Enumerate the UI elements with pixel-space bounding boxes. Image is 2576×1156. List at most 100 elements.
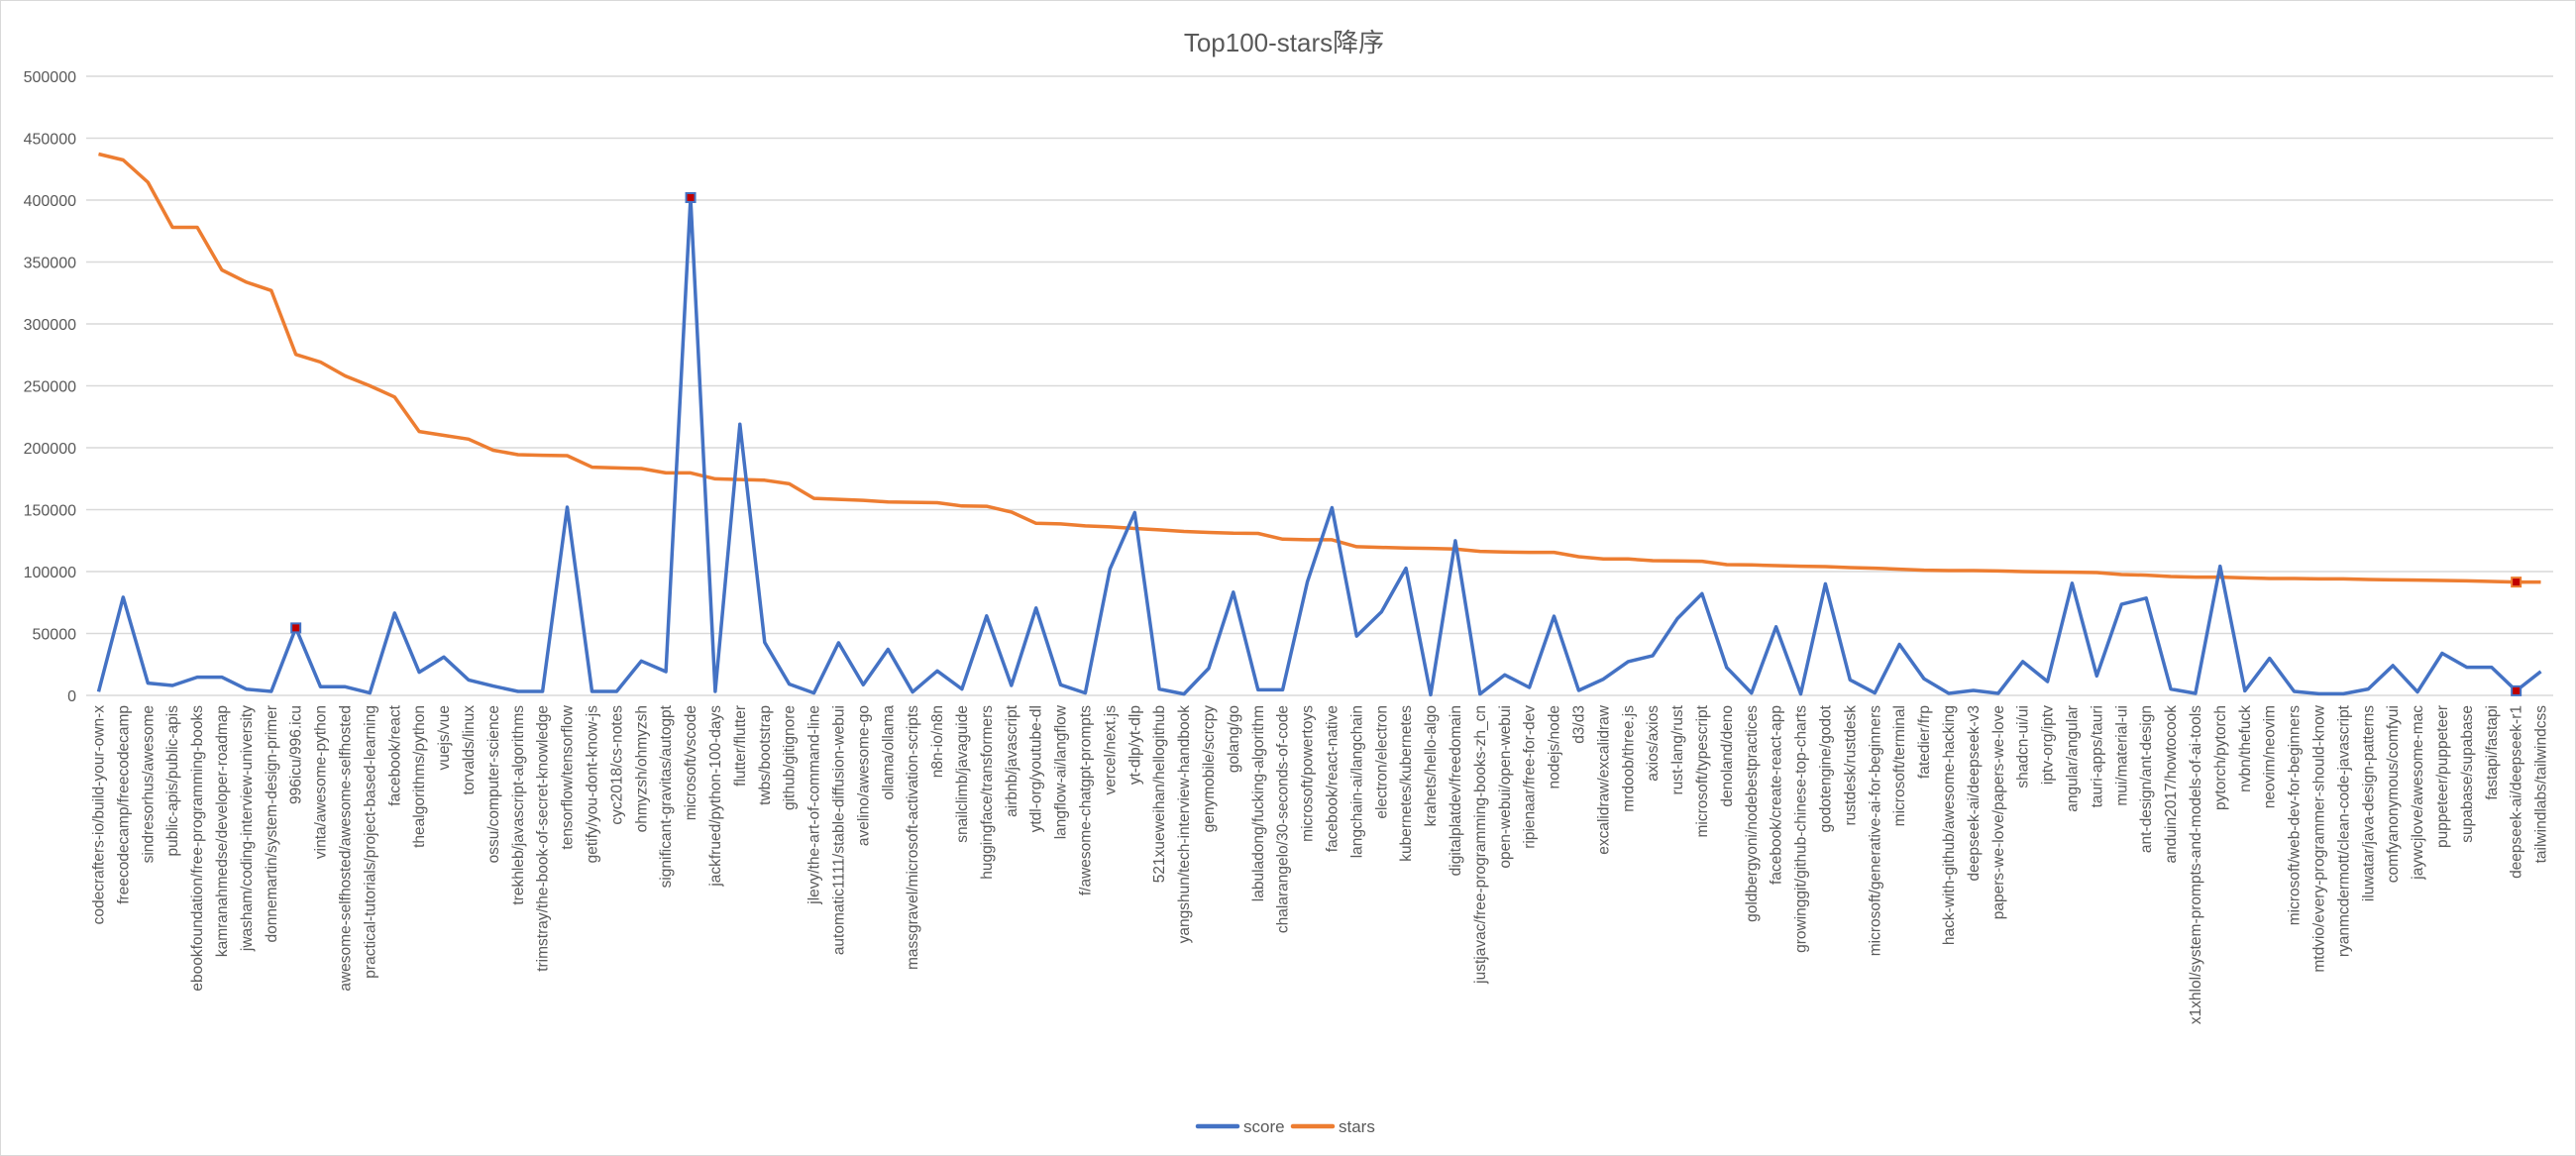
- series-lines: [96, 152, 2542, 697]
- y-tick-label: 300000: [24, 317, 76, 334]
- y-tick-label: 350000: [24, 256, 76, 272]
- x-tick-label: ollama/ollama: [880, 705, 897, 800]
- x-tick-label: ossu/computer-science: [485, 705, 502, 863]
- x-tick-label: excalidraw/excalidraw: [1595, 704, 1612, 855]
- series-line-stars: [98, 152, 2541, 584]
- x-tick-label: neovim/neovim: [2262, 705, 2279, 808]
- y-tick-label: 100000: [24, 565, 76, 581]
- x-tick-label: mtdvio/every-programmer-should-know: [2310, 704, 2327, 972]
- gridlines: [86, 75, 2553, 696]
- x-tick-label: growinggit/github-chinese-top-charts: [1793, 705, 1810, 953]
- x-tick-label: freecodecamp/freecodecamp: [115, 705, 132, 904]
- x-tick-label: tauri-apps/tauri: [2089, 705, 2105, 807]
- y-tick-label: 150000: [24, 503, 76, 520]
- x-tick-label: facebook/react: [386, 704, 403, 805]
- x-tick-label: 521xueweihan/hellogithub: [1151, 705, 1168, 883]
- y-tick-label: 250000: [24, 379, 76, 396]
- y-axis-tick-labels: 0 50000 100000 150000 200000 250000 300000 3500…: [24, 69, 76, 705]
- x-tick-label: automatic1111/stable-diffusion-webui: [830, 705, 847, 955]
- x-tick-label: jlevy/the-art-of-command-line: [806, 705, 823, 905]
- x-tick-label: vinta/awesome-python: [313, 705, 330, 859]
- x-tick-label: sindresorhus/awesome: [140, 705, 157, 863]
- x-tick-label: microsoft/powertoys: [1300, 705, 1317, 842]
- x-tick-label: microsoft/generative-ai-for-beginners: [1867, 705, 1883, 957]
- x-tick-label: supabase/supabase: [2459, 705, 2476, 843]
- x-tick-label: golang/go: [1226, 705, 1242, 773]
- x-tick-label: kamranahmedse/developer-roadmap: [214, 705, 231, 957]
- x-axis-tick-labels: codecrafters-io/build-your-own-x freecode…: [90, 704, 2549, 1024]
- x-tick-label: github/gitignore: [782, 705, 799, 810]
- x-tick-label: facebook/create-react-app: [1769, 705, 1785, 885]
- x-tick-label: avelino/awesome-go: [855, 705, 872, 846]
- x-tick-label: labuladong/fucking-algorithm: [1250, 705, 1267, 901]
- y-tick-label: 0: [67, 688, 76, 705]
- x-tick-label: microsoft/terminal: [1891, 705, 1908, 826]
- x-tick-label: rustdesk/rustdesk: [1842, 705, 1859, 826]
- x-tick-label: n8n-io/n8n: [929, 705, 946, 778]
- legend: score stars: [1195, 1117, 1375, 1136]
- y-tick-label: 400000: [24, 193, 76, 210]
- x-tick-label: tensorflow/tensorflow: [560, 704, 577, 849]
- x-tick-label: ripienaar/free-for-dev: [1522, 705, 1539, 849]
- x-tick-label: significant-gravitas/autogpt: [658, 704, 675, 888]
- x-tick-label: iptv-org/iptv: [2040, 705, 2057, 785]
- x-tick-label: 996icu/996.icu: [288, 705, 305, 804]
- x-tick-label: comfyanonymous/comfyui: [2385, 705, 2402, 883]
- x-tick-label: huggingface/transformers: [979, 705, 996, 880]
- x-tick-label: nvbn/thefuck: [2237, 705, 2254, 792]
- highlight-marker-stars: [2511, 577, 2522, 588]
- x-tick-label: ryanmcdermott/clean-code-javascript: [2335, 704, 2352, 957]
- x-tick-label: angular/angular: [2064, 705, 2081, 812]
- y-tick-label: 450000: [24, 132, 76, 149]
- x-tick-label: facebook/react-native: [1324, 705, 1341, 852]
- highlight-marker-score: [685, 192, 697, 203]
- x-tick-label: tailwindlabs/tailwindcss: [2533, 705, 2550, 864]
- highlight-marker-score: [290, 622, 302, 634]
- x-tick-label: codecrafters-io/build-your-own-x: [90, 705, 107, 925]
- x-tick-label: yt-dlp/yt-dlp: [1127, 705, 1143, 785]
- x-tick-label: godotengine/godot: [1817, 704, 1834, 832]
- x-tick-label: denoland/deno: [1719, 705, 1736, 807]
- x-tick-label: public-apis/public-apis: [164, 705, 181, 857]
- x-tick-label: ohmyzsh/ohmyzsh: [633, 705, 650, 832]
- x-tick-label: shadcn-ui/ui: [2015, 705, 2032, 788]
- x-tick-label: pytorch/pytorch: [2212, 705, 2229, 810]
- x-tick-label: microsoft/web-dev-for-beginners: [2287, 705, 2304, 926]
- x-tick-label: ebookfoundation/free-programming-books: [189, 705, 206, 992]
- x-tick-label: ytdl-org/youtube-dl: [1028, 705, 1045, 832]
- x-tick-label: f/awesome-chatgpt-prompts: [1077, 705, 1094, 895]
- x-tick-label: getify/you-dont-know-js: [584, 705, 600, 864]
- legend-label-stars[interactable]: stars: [1339, 1117, 1375, 1136]
- x-tick-label: digitalplatdev/freedomain: [1448, 705, 1464, 876]
- y-tick-label: 200000: [24, 441, 76, 458]
- x-tick-label: langchain-ai/langchain: [1348, 705, 1365, 858]
- x-tick-label: krahets/hello-algo: [1423, 705, 1440, 826]
- legend-label-score[interactable]: score: [1243, 1117, 1285, 1136]
- x-tick-label: donnemartin/system-design-primer: [264, 705, 280, 942]
- x-tick-label: jaywcjlove/awesome-mac: [2410, 705, 2426, 881]
- x-tick-label: x1xhlol/system-prompts-and-models-of-ai-…: [2188, 705, 2204, 1024]
- highlight-marker-score: [2511, 684, 2522, 696]
- x-tick-label: axios/axios: [1645, 705, 1662, 782]
- x-tick-label: practical-tutorials/project-based-learni…: [362, 705, 378, 979]
- x-tick-label: iluwatar/java-design-patterns: [2360, 705, 2377, 901]
- x-tick-label: open-webui/open-webui: [1497, 705, 1514, 869]
- x-tick-label: puppeteer/puppeteer: [2434, 705, 2451, 848]
- x-tick-label: deepseek-ai/deepseek-r1: [2509, 705, 2525, 879]
- x-tick-label: papers-we-love/papers-we-love: [1990, 705, 2007, 919]
- x-tick-label: goldbergyoni/nodebestpractices: [1744, 705, 1761, 922]
- x-tick-label: fastapi/fastapi: [2484, 705, 2501, 800]
- x-tick-label: awesome-selfhosted/awesome-selfhosted: [337, 705, 354, 992]
- x-tick-label: kubernetes/kubernetes: [1398, 705, 1415, 862]
- x-tick-label: nodejs/node: [1547, 705, 1563, 788]
- y-tick-label: 50000: [33, 627, 77, 644]
- y-tick-label: 500000: [24, 69, 76, 86]
- x-tick-label: vuejs/vue: [436, 705, 453, 770]
- x-tick-label: twbs/bootstrap: [757, 705, 774, 805]
- x-tick-label: jackfrued/python-100-days: [707, 705, 724, 888]
- x-tick-label: trekhleb/javascript-algorithms: [510, 705, 527, 905]
- x-tick-label: justjavac/free-programming-books-zh_cn: [1472, 705, 1489, 985]
- x-tick-label: langflow-ai/langflow: [1053, 704, 1070, 839]
- x-tick-label: vercel/next.js: [1102, 705, 1119, 795]
- x-tick-label: cyc2018/cs-notes: [608, 705, 625, 825]
